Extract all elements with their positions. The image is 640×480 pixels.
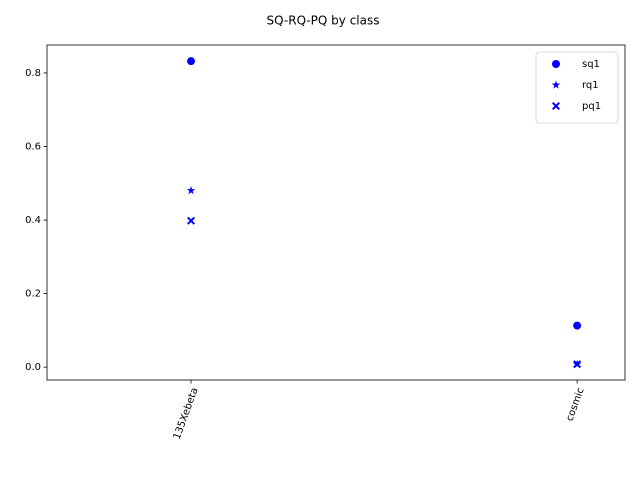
y-tick-label: 0.4 <box>25 215 41 226</box>
legend-marker <box>552 102 560 110</box>
data-point <box>573 321 582 330</box>
legend-label: sq1 <box>582 59 600 70</box>
legend-box <box>535 51 619 124</box>
legend-marker <box>551 80 561 89</box>
data-point <box>187 57 196 66</box>
y-tick-label: 0.2 <box>25 289 41 300</box>
y-tick-label: 0.6 <box>25 141 41 152</box>
data-point <box>187 216 196 225</box>
legend-label: pq1 <box>582 101 601 112</box>
y-tick-label: 0.0 <box>25 362 41 373</box>
chart-title: SQ-RQ-PQ by class <box>267 14 380 28</box>
legend-marker <box>552 60 560 68</box>
plot-frame <box>46 44 626 381</box>
legend-label: rq1 <box>582 80 599 91</box>
data-point <box>186 186 196 195</box>
data-point <box>573 360 582 369</box>
y-tick-label: 0.8 <box>25 68 41 79</box>
